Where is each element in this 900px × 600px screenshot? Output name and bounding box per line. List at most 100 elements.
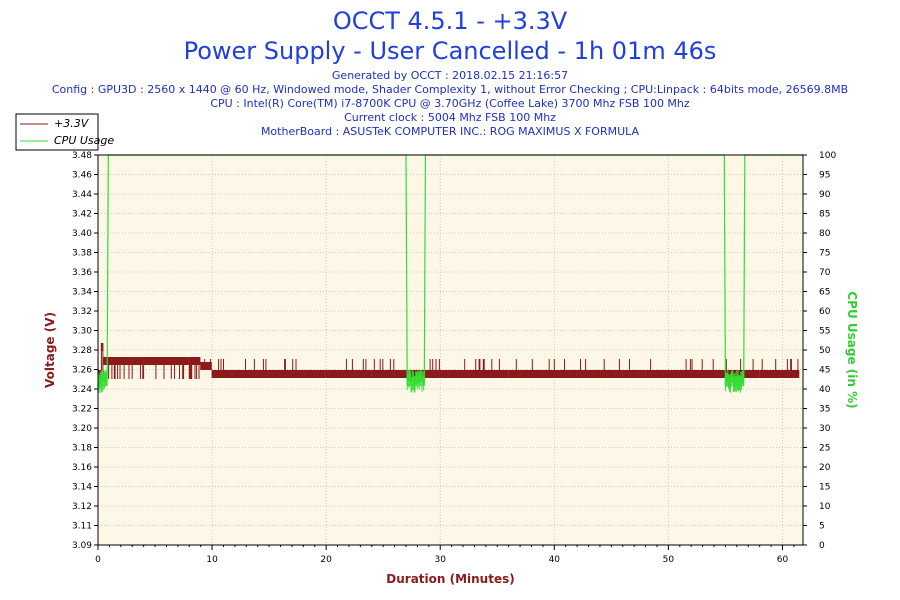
legend-box xyxy=(15,113,99,151)
y2-tick-label: 95 xyxy=(819,171,830,181)
voltage-segment xyxy=(223,359,235,378)
y-tick-label: 3.48 xyxy=(72,151,92,161)
legend: +3.3V CPU Usage xyxy=(15,113,114,151)
voltage-segment xyxy=(439,370,463,378)
y-tick-label: 3.26 xyxy=(72,366,92,376)
y2-axis-title: CPU Usage (in %) xyxy=(845,291,859,408)
y2-tick-label: 10 xyxy=(819,502,831,512)
y2-tick-label: 60 xyxy=(819,307,831,317)
voltage-segment xyxy=(485,359,509,378)
voltage-segment xyxy=(314,370,326,378)
x-tick-label: 0 xyxy=(95,555,101,565)
voltage-segment xyxy=(713,370,726,378)
x-tick-label: 30 xyxy=(435,555,447,565)
y-tick-label: 3.36 xyxy=(72,268,92,278)
info-cpu: CPU : Intel(R) Core(TM) i7-8700K CPU @ 3… xyxy=(210,97,690,110)
voltage-segment xyxy=(302,370,315,378)
chart-title: OCCT 4.5.1 - +3.3V xyxy=(332,7,568,35)
voltage-segment xyxy=(234,359,246,378)
y2-tick-label: 35 xyxy=(819,405,830,415)
y2-tick-label: 0 xyxy=(819,541,825,551)
y2-tick-label: 40 xyxy=(819,385,831,395)
voltage-segment xyxy=(257,359,269,378)
y2-tick-label: 65 xyxy=(819,288,830,298)
voltage-segment xyxy=(645,359,668,378)
voltage-segment xyxy=(291,359,303,378)
voltage-segment xyxy=(200,359,212,370)
series-layer xyxy=(97,154,803,393)
y2-tick-label: 75 xyxy=(819,249,830,259)
y2-tick-label: 100 xyxy=(819,151,836,161)
y-tick-label: 3.22 xyxy=(72,405,92,415)
x-axis-ticks: 0 10 20 30 40 50 60 xyxy=(95,545,795,565)
cpu-usage-noise xyxy=(724,369,745,393)
y-tick-label: 3.09 xyxy=(72,541,92,551)
x-tick-label: 60 xyxy=(777,555,789,565)
info-config: Config : GPU3D : 2560 x 1440 @ 60 Hz, Wi… xyxy=(51,83,849,96)
voltage-segment xyxy=(462,359,486,378)
voltage-segment xyxy=(576,359,600,378)
y-tick-label: 3.42 xyxy=(72,210,92,220)
voltage-segment xyxy=(531,359,554,378)
y2-tick-label: 25 xyxy=(819,444,830,454)
voltage-segment xyxy=(245,359,258,378)
voltage-segment xyxy=(165,357,178,379)
x-tick-label: 50 xyxy=(663,555,675,565)
y2-tick-label: 90 xyxy=(819,190,831,200)
y2-tick-label: 80 xyxy=(819,229,831,239)
y-tick-label: 3.28 xyxy=(72,346,92,356)
y2-tick-label: 50 xyxy=(819,346,831,356)
info-motherboard: MotherBoard : ASUSTeK COMPUTER INC.: ROG… xyxy=(260,125,640,138)
voltage-segment xyxy=(108,357,121,379)
y-tick-label: 3.24 xyxy=(72,385,92,395)
y-tick-label: 3.44 xyxy=(72,190,92,200)
legend-label-voltage: +3.3V xyxy=(54,117,90,130)
voltage-segment xyxy=(280,359,292,378)
y2-tick-label: 85 xyxy=(819,210,830,220)
y-tick-label: 3.11 xyxy=(72,522,92,532)
voltage-segment xyxy=(759,359,783,378)
y-tick-label: 3.12 xyxy=(72,502,92,512)
title-block: OCCT 4.5.1 - +3.3V Power Supply - User C… xyxy=(0,0,900,139)
voltage-segment xyxy=(553,359,577,378)
voltage-segment xyxy=(782,359,800,378)
grid-lines xyxy=(98,155,803,545)
voltage-segment xyxy=(667,359,691,378)
voltage-segment xyxy=(143,357,155,379)
x-tick-label: 40 xyxy=(549,555,561,565)
y-tick-label: 3.38 xyxy=(72,249,92,259)
y-tick-label: 3.14 xyxy=(72,483,92,493)
voltage-segment xyxy=(348,359,372,378)
y-tick-label: 3.34 xyxy=(72,288,92,298)
voltage-segment xyxy=(690,359,714,378)
y2-tick-label: 20 xyxy=(819,463,831,473)
y2-tick-label: 5 xyxy=(819,522,825,532)
voltage-segment xyxy=(744,359,760,378)
voltage-segment xyxy=(268,370,281,378)
y2-tick-label: 70 xyxy=(819,268,831,278)
voltage-segment xyxy=(599,359,623,378)
y-tick-label: 3.18 xyxy=(72,444,92,454)
y-tick-label: 3.30 xyxy=(72,327,92,337)
voltage-segment xyxy=(188,357,201,379)
y-tick-label: 3.46 xyxy=(72,171,92,181)
voltage-segment xyxy=(394,370,408,378)
info-generated: Generated by OCCT : 2018.02.15 21:16:57 xyxy=(331,69,569,82)
x-axis-title: Duration (Minutes) xyxy=(386,572,514,586)
y-tick-label: 3.16 xyxy=(72,463,92,473)
voltage-segment xyxy=(325,359,349,378)
voltage-segment xyxy=(154,357,167,379)
info-clock: Current clock : 5004 Mhz FSB 100 Mhz xyxy=(344,111,556,124)
y-tick-label: 3.32 xyxy=(72,307,92,317)
y2-axis-ticks: 0 5 10 15 20 25 30 35 40 45 50 55 60 65 70 75 80 85 90 95 10… xyxy=(803,151,836,551)
voltage-segment xyxy=(371,359,395,378)
cpu-usage-noise xyxy=(406,369,425,393)
y2-tick-label: 55 xyxy=(819,327,830,337)
y-axis-title: Voltage (V) xyxy=(43,312,57,388)
voltage-segment xyxy=(120,357,132,379)
voltage-segment xyxy=(177,357,189,379)
series-cpu-usage xyxy=(98,154,803,386)
voltage-segment xyxy=(622,359,646,378)
y2-tick-label: 30 xyxy=(819,424,831,434)
